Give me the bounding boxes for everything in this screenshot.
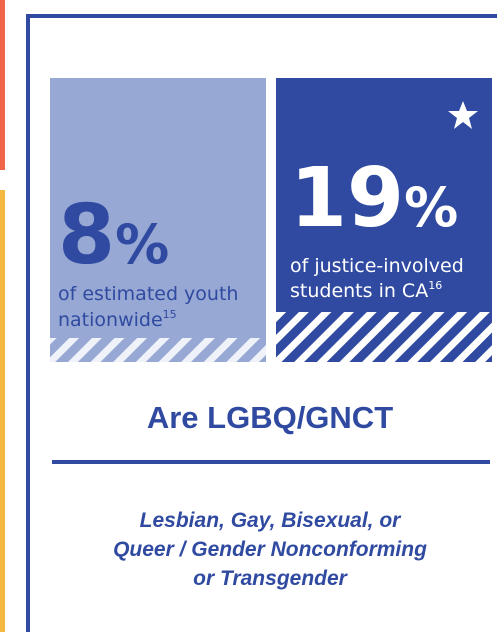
- stat-caption: students in CA16: [290, 279, 442, 302]
- stat-caption: of estimated youth: [58, 283, 238, 305]
- footnote: 15: [163, 308, 177, 321]
- footnote: 16: [428, 279, 442, 292]
- definition-line: Queer / Gender Nonconforming: [113, 538, 427, 561]
- stat-number: 19: [290, 151, 404, 246]
- stat-number: 8: [58, 188, 115, 283]
- stripe-band: [50, 338, 266, 362]
- stat-unit: %: [115, 213, 169, 276]
- definition-line: or Transgender: [193, 567, 348, 590]
- caption-line: students in CA: [290, 280, 428, 302]
- accent-strip-yellow: [0, 190, 5, 632]
- stat-caption: nationwide15: [58, 308, 177, 331]
- stat-box-light: [50, 78, 266, 362]
- stat-caption: of justice-involved: [290, 255, 464, 277]
- star-icon: [448, 101, 478, 129]
- stat-unit: %: [404, 176, 458, 239]
- accent-strip-orange: [0, 0, 5, 170]
- caption-line: nationwide: [58, 309, 163, 331]
- stat-figure: 19%: [290, 151, 458, 246]
- stat-figure: 8%: [58, 188, 169, 283]
- stripe-band: [276, 312, 492, 362]
- definition-line: Lesbian, Gay, Bisexual, or: [140, 509, 402, 532]
- headline: Are LGBQ/GNCT: [147, 400, 393, 435]
- frame: [26, 14, 497, 632]
- divider: [52, 460, 490, 464]
